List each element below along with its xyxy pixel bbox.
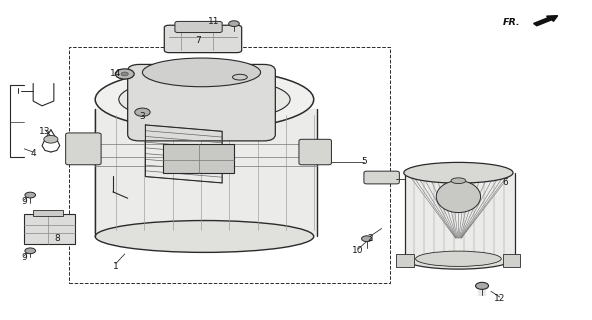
Bar [95,109,317,236]
Circle shape [115,69,134,79]
Text: 10: 10 [352,246,363,255]
Circle shape [475,282,488,289]
Bar [69,47,391,283]
Circle shape [44,135,58,143]
Text: 7: 7 [196,36,201,45]
Ellipse shape [436,181,481,212]
Circle shape [362,236,372,242]
Bar [33,210,63,216]
Text: 13: 13 [39,127,51,136]
Text: 1: 1 [113,262,119,271]
Ellipse shape [119,77,290,122]
Ellipse shape [404,162,513,183]
Text: 9: 9 [21,253,27,262]
Text: 3: 3 [140,113,145,122]
Circle shape [135,108,150,116]
FancyBboxPatch shape [299,139,332,165]
FancyBboxPatch shape [66,133,101,165]
Ellipse shape [95,220,314,252]
Text: 12: 12 [494,294,506,303]
Text: FR.: FR. [503,19,520,28]
Bar [503,254,520,267]
Text: 5: 5 [361,157,367,166]
Circle shape [121,72,128,76]
Bar [406,173,514,259]
Ellipse shape [416,251,501,267]
Circle shape [25,248,36,254]
Circle shape [229,21,239,27]
Text: 2: 2 [367,234,372,243]
Ellipse shape [451,178,466,184]
Text: 4: 4 [30,149,36,158]
Ellipse shape [404,248,513,269]
Ellipse shape [95,69,314,130]
Text: 8: 8 [54,234,60,243]
Bar [163,144,234,173]
Bar [397,254,414,267]
Text: 11: 11 [208,17,219,26]
FancyBboxPatch shape [128,64,275,141]
Ellipse shape [143,58,260,87]
FancyBboxPatch shape [364,171,400,184]
Text: 6: 6 [503,178,509,187]
Text: 14: 14 [110,69,121,78]
Text: 9: 9 [21,197,27,206]
Circle shape [25,192,36,198]
FancyArrow shape [533,16,558,26]
FancyBboxPatch shape [165,25,242,52]
Ellipse shape [233,74,247,80]
FancyBboxPatch shape [175,21,222,33]
Bar [24,214,75,244]
